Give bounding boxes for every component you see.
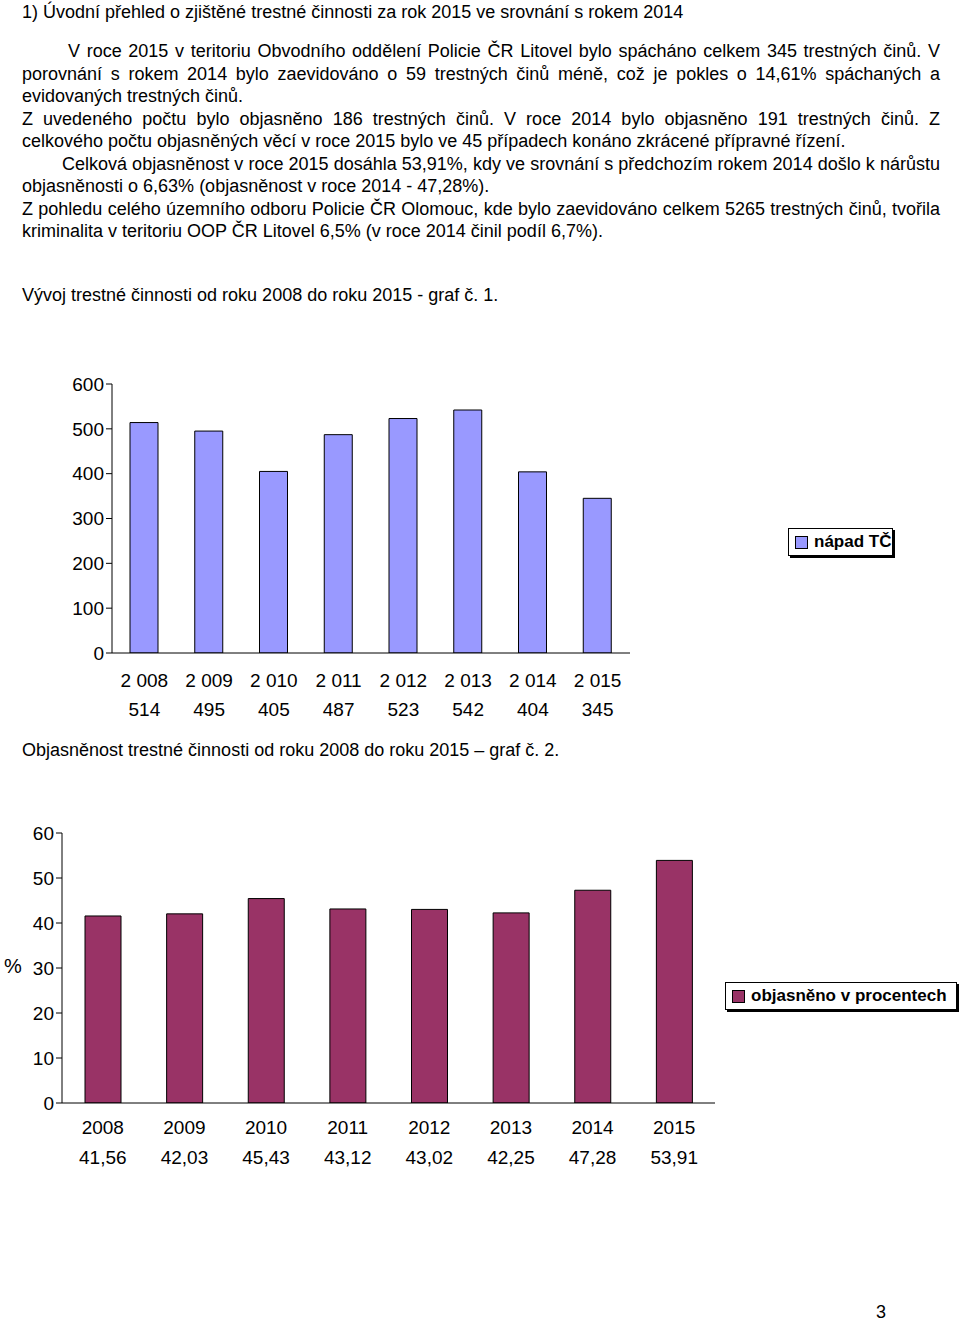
svg-text:10: 10 (33, 1048, 54, 1069)
html-text:Z uvedeného počtu bylo objasně: Z uvedeného počtu bylo objasněno 186 tre… (22, 108, 940, 151)
svg-text:0: 0 (43, 1093, 54, 1114)
svg-text:2008: 2008 (82, 1117, 124, 1138)
html-text:Vývoj trestné činnosti od roku: Vývoj trestné činnosti od roku 2008 do r… (22, 285, 499, 305)
svg-text:42,25: 42,25 (487, 1147, 535, 1168)
svg-text:2 008: 2 008 (121, 670, 169, 691)
svg-text:400: 400 (72, 463, 104, 484)
svg-text:300: 300 (72, 508, 104, 529)
svg-text:2014: 2014 (571, 1117, 614, 1138)
svg-text:487: 487 (323, 699, 355, 720)
svg-text:2 011: 2 011 (316, 670, 362, 691)
svg-text:43,12: 43,12 (324, 1147, 372, 1168)
svg-text:60: 60 (33, 823, 54, 844)
svg-text:2013: 2013 (490, 1117, 532, 1138)
html-text:3: 3 (876, 1302, 886, 1322)
html-text:objasněno v procentech: objasněno v procentech (751, 986, 947, 1005)
html-text:Z pohledu celého územního odbo: Z pohledu celého územního odboru Policie… (22, 198, 940, 241)
svg-text:42,03: 42,03 (161, 1147, 209, 1168)
svg-text:20: 20 (33, 1003, 54, 1024)
svg-text:47,28: 47,28 (569, 1147, 617, 1168)
svg-text:495: 495 (193, 699, 225, 720)
html-text:Celková objasněnost v roce 201: Celková objasněnost v roce 2015 dosáhla … (22, 153, 940, 196)
html-text:1) Úvodní přehled o zjištěné t: 1) Úvodní přehled o zjištěné trestné čin… (22, 2, 684, 22)
svg-text:405: 405 (258, 699, 290, 720)
svg-text:41,56: 41,56 (79, 1147, 127, 1168)
svg-text:523: 523 (388, 699, 420, 720)
svg-text:2015: 2015 (653, 1117, 695, 1138)
svg-text:542: 542 (452, 699, 484, 720)
svg-text:43,02: 43,02 (406, 1147, 454, 1168)
html-text:V roce 2015 v teritoriu Obvodn: V roce 2015 v teritoriu Obvodního odděle… (22, 41, 940, 106)
svg-text:2 015: 2 015 (574, 670, 622, 691)
svg-text:100: 100 (72, 598, 104, 619)
html-text:Objasněnost trestné činnosti o: Objasněnost trestné činnosti od roku 200… (22, 740, 560, 760)
svg-text:53,91: 53,91 (650, 1147, 698, 1168)
svg-text:404: 404 (517, 699, 549, 720)
svg-text:50: 50 (33, 868, 54, 889)
svg-text:500: 500 (72, 419, 104, 440)
svg-text:2010: 2010 (245, 1117, 287, 1138)
svg-text:345: 345 (582, 699, 614, 720)
svg-text:600: 600 (72, 374, 104, 395)
svg-text:2009: 2009 (163, 1117, 205, 1138)
html-text:nápad TČ: nápad TČ (814, 532, 892, 551)
svg-text:40: 40 (33, 913, 54, 934)
svg-text:2 009: 2 009 (185, 670, 233, 691)
svg-text:2011: 2011 (327, 1117, 368, 1138)
svg-text:0: 0 (93, 643, 104, 664)
svg-text:514: 514 (129, 699, 161, 720)
svg-text:2 010: 2 010 (250, 670, 298, 691)
svg-text:2 013: 2 013 (444, 670, 492, 691)
svg-text:2 012: 2 012 (380, 670, 428, 691)
svg-text:200: 200 (72, 553, 104, 574)
svg-text:30: 30 (33, 958, 54, 979)
svg-text:2012: 2012 (408, 1117, 450, 1138)
svg-text:45,43: 45,43 (242, 1147, 290, 1168)
svg-text:2 014: 2 014 (509, 670, 557, 691)
